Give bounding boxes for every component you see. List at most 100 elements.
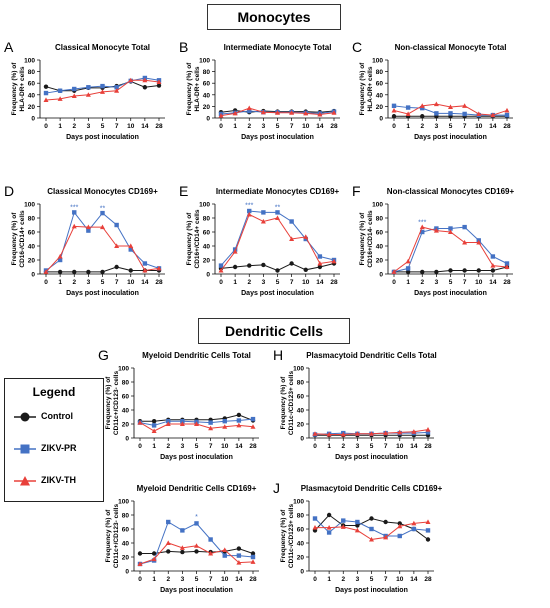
- panel-c-series-zikv-th-point: [504, 107, 510, 113]
- panel-b-y-tick-label: 100: [199, 58, 210, 65]
- legend-entry-zikv-pr: ZIKV-PR: [13, 441, 103, 457]
- panel-h-x-tick-label: 1: [327, 443, 331, 450]
- panel-f-x-tick-label: 7: [463, 279, 467, 286]
- panel-f-title: Non-classical Monocytes CD169+: [387, 187, 515, 196]
- panel-f-series-control-point: [462, 268, 467, 273]
- panel-b-y-tick-label: 20: [203, 104, 211, 111]
- panel-j-series-zikv-th-point: [383, 534, 389, 540]
- panel-i-x-tick-label: 3: [181, 576, 185, 583]
- panel-c-x-tick-label: 7: [463, 123, 467, 130]
- panel-f-series-zikv-th-point: [490, 263, 496, 268]
- panel-e-series-zikv-pr-point: [303, 236, 308, 242]
- panel-g-series-zikv-th-point: [179, 421, 185, 426]
- panel-i-series-zikv-pr-point: [166, 519, 171, 525]
- panel-c-series-zikv-pr-point: [405, 105, 411, 110]
- panel-f-x-tick-label: 0: [392, 279, 396, 286]
- panel-e-series-zikv-th-point: [289, 236, 295, 241]
- panel-c-series-zikv-th-point: [462, 103, 468, 108]
- panel-g-y-tick-label: 80: [122, 380, 130, 387]
- legend: Legend Control ZIKV-PR ZIKV-TH: [4, 378, 104, 502]
- panel-d-x-axis-label: Days post inoculation: [66, 290, 139, 297]
- panel-b-x-tick-label: 28: [330, 123, 338, 130]
- panel-e-x-axis-label: Days post inoculation: [241, 290, 314, 297]
- panel-d-series-control-point: [86, 269, 91, 275]
- panel-g-series-zikv-pr-point: [208, 420, 213, 425]
- panel-j-x-tick-label: 14: [410, 576, 418, 583]
- panel-f-series-control-point: [420, 269, 425, 275]
- panel-j-series-zikv-pr-point: [411, 526, 417, 532]
- panel-c-y-tick-label: 80: [376, 69, 384, 76]
- panel-b-series-zikv-th-point: [218, 113, 224, 118]
- panel-i: IMyeloid Dendritic Cells CD169+020406080…: [98, 480, 259, 594]
- panel-a-y-tick-label: 0: [31, 116, 35, 123]
- panel-a-x-tick-label: 10: [127, 123, 135, 130]
- panel-j-y-tick-label: 80: [297, 513, 305, 520]
- panel-d-x-tick-label: 5: [101, 279, 105, 286]
- legend-label-zikv-pr: ZIKV-PR: [41, 443, 77, 453]
- panel-j-y-tick-label: 20: [297, 555, 305, 562]
- panel-e-x-tick-label: 2: [247, 279, 251, 286]
- panel-c-y-tick-label: 40: [376, 92, 384, 99]
- panel-j-series-control-point: [355, 523, 360, 528]
- panel-g-series-zikv-pr-point: [222, 419, 227, 424]
- panel-h-y-axis-label: Frequency (%) of: [280, 376, 287, 430]
- panel-f-series-control-point: [405, 269, 411, 275]
- panel-b-y-tick-label: 80: [203, 69, 211, 76]
- panel-e-series-control-point: [289, 261, 294, 266]
- panel-j-x-tick-label: 5: [370, 576, 374, 583]
- panel-f-y-tick-label: 20: [376, 258, 384, 265]
- panel-a-x-tick-label: 2: [72, 123, 76, 130]
- panel-j-series-zikv-pr-point: [312, 516, 318, 521]
- panel-i-series-zikv-th-point: [236, 560, 242, 565]
- panel-f-y-axis-label: CD16+/CD14- cells: [367, 210, 374, 268]
- panel-b-series-zikv-th-point: [260, 109, 266, 115]
- panel-b-series-zikv-th-point: [232, 110, 238, 116]
- panel-h-y-tick-label: 0: [300, 436, 304, 443]
- panel-a-series-zikv-pr-point: [114, 85, 119, 90]
- panel-j-series-control-point: [326, 512, 332, 518]
- panel-d-series-zikv-th-point: [85, 224, 91, 230]
- panel-i-series-zikv-pr-point: [250, 554, 256, 560]
- panel-c-series-zikv-th-point: [391, 107, 397, 113]
- panel-f-series-zikv-th-point: [405, 258, 411, 264]
- panel-c-x-tick-label: 5: [449, 123, 453, 130]
- panel-g-y-axis-label: Frequency (%) of: [105, 376, 112, 430]
- legend-label-zikv-th: ZIKV-TH: [41, 475, 76, 485]
- panel-i-series-zikv-pr-point: [180, 528, 185, 533]
- panel-j-series-control-point: [425, 537, 431, 542]
- panel-h-x-tick-label: 2: [341, 443, 345, 450]
- panel-a-y-axis-label: HLA-DR+ cells: [19, 66, 26, 111]
- panel-b-y-tick-label: 60: [203, 81, 211, 88]
- panel-i-series-zikv-th-point: [222, 547, 228, 552]
- panel-e-y-axis-label: CD16+/CD14+ cells: [194, 209, 201, 268]
- panel-f-x-tick-label: 1: [406, 279, 410, 286]
- panel-g-series-zikv-pr-point: [166, 419, 171, 424]
- legend-title: Legend: [32, 385, 76, 399]
- panel-i-series-zikv-pr-point: [236, 553, 242, 558]
- panel-i-series-zikv-th-point: [165, 540, 171, 545]
- panel-j-title: Plasmacytoid Dendritic Cells CD169+: [301, 484, 443, 493]
- panel-i-series-zikv-th-point: [194, 543, 199, 548]
- panel-i-y-tick-label: 0: [125, 569, 129, 576]
- panel-d-x-tick-label: 7: [115, 279, 119, 286]
- panel-f-series-zikv-pr-point: [490, 254, 496, 259]
- panel-a-series-zikv-pr-point: [100, 83, 105, 89]
- panel-h-series-zikv-th-point: [411, 429, 417, 434]
- panel-b-y-tick-label: 40: [203, 92, 211, 99]
- panel-j-series-zikv-th-point: [340, 524, 346, 529]
- panel-b-x-tick-label: 2: [247, 123, 251, 130]
- panel-e-y-tick-label: 100: [199, 202, 210, 209]
- panel-d-significance-annotation: ***: [70, 205, 78, 212]
- panel-h-x-tick-label: 10: [396, 443, 404, 450]
- panel-g-x-tick-label: 7: [209, 443, 213, 450]
- panel-e-series-zikv-th-point: [331, 258, 337, 264]
- panel-e-series-zikv-pr-point: [289, 219, 294, 224]
- panel-d-series-zikv-pr-point: [114, 222, 119, 228]
- square-marker-icon: [20, 444, 30, 454]
- panel-b-y-axis-label: HLA-DR+ cells: [194, 66, 201, 111]
- panel-c-x-tick-label: 1: [406, 123, 410, 130]
- panel-a-series-control-point: [156, 83, 162, 88]
- panel-e-y-tick-label: 20: [203, 258, 211, 265]
- panel-d-series-zikv-pr-point: [128, 247, 133, 252]
